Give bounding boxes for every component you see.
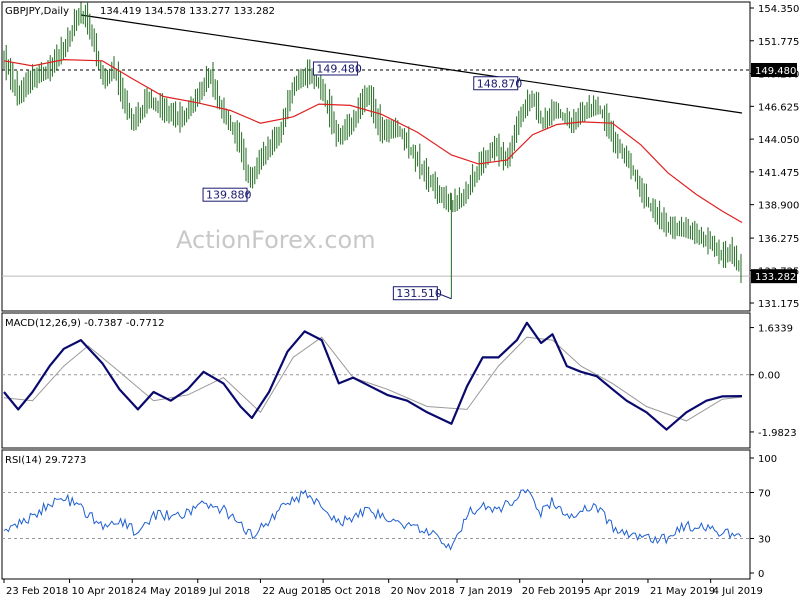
x-tick-label: 4 Jul 2019 bbox=[713, 586, 763, 597]
rsi-panel: 100 70 30 0 RSI(14) 29.7273 bbox=[1, 449, 777, 580]
annotation-leader bbox=[437, 292, 452, 300]
x-tick-label: 23 Feb 2018 bbox=[6, 586, 68, 597]
x-tick-label: 5 Apr 2019 bbox=[584, 586, 639, 597]
x-tick-label: 9 Jul 2018 bbox=[200, 586, 250, 597]
price-tick-label: 146.625 bbox=[758, 102, 799, 113]
annotation-box bbox=[473, 76, 519, 91]
rsi-label: RSI(14) 29.7273 bbox=[5, 455, 86, 466]
annotation-label: 139.880 bbox=[206, 189, 252, 202]
rsi-tick-label: 70 bbox=[758, 489, 771, 500]
x-tick-label: 7 Jan 2019 bbox=[459, 586, 513, 597]
annotation-label: 149.480 bbox=[316, 62, 362, 75]
macd-signal-line bbox=[3, 336, 743, 422]
price-bars bbox=[3, 1, 742, 299]
annotation-box bbox=[392, 286, 438, 301]
price-tick-label: 141.475 bbox=[758, 168, 799, 179]
watermark: ActionForex.com bbox=[176, 226, 376, 254]
resistance-price-label: 149.480 bbox=[755, 66, 796, 77]
x-tick-label: 20 Feb 2019 bbox=[522, 586, 584, 597]
price-panel: ActionForex.com154.350151.775149.200146.… bbox=[1, 1, 799, 312]
macd-frame bbox=[1, 312, 751, 449]
rsi-tick-label: 0 bbox=[758, 569, 764, 580]
x-tick-label: 10 Apr 2018 bbox=[72, 586, 134, 597]
current-price-label: 133.282 bbox=[755, 272, 796, 283]
resistance-price-box bbox=[751, 62, 797, 77]
x-axis: 23 Feb 2018 10 Apr 2018 24 May 2018 9 Jul 2… bbox=[3, 579, 763, 597]
price-tick-label: 154.350 bbox=[758, 4, 799, 15]
price-tick-label: 136.275 bbox=[758, 234, 799, 245]
annotation-box bbox=[312, 61, 358, 76]
price-tick-label: 151.775 bbox=[758, 37, 799, 48]
annotation-label: 148.870 bbox=[477, 77, 523, 90]
current-price-box bbox=[751, 269, 797, 284]
rsi-line bbox=[3, 488, 742, 551]
macd-tick-label: 0.00 bbox=[758, 371, 780, 382]
macd-tick-label: -1.9823 bbox=[758, 428, 797, 439]
rsi-frame bbox=[1, 449, 751, 580]
price-tick-label: 138.900 bbox=[758, 201, 799, 212]
annotation-label: 131.510 bbox=[396, 287, 442, 300]
x-tick-label: 5 Oct 2018 bbox=[325, 586, 380, 597]
main-frame bbox=[1, 1, 751, 312]
macd-line bbox=[3, 321, 743, 431]
x-tick-label: 22 Aug 2018 bbox=[262, 586, 326, 597]
ohlc-readout: 134.419 134.578 133.277 133.282 bbox=[100, 6, 275, 17]
rsi-tick-label: 100 bbox=[758, 454, 777, 465]
moving-average-line bbox=[3, 58, 743, 224]
annotation-box bbox=[202, 187, 248, 202]
x-tick-label: 21 May 2019 bbox=[650, 586, 715, 597]
price-tick-label: 131.175 bbox=[758, 299, 799, 310]
x-tick-label: 20 Nov 2018 bbox=[391, 586, 455, 597]
macd-tick-label: 1.6339 bbox=[758, 324, 793, 335]
macd-panel: 1.6339 0.00 -1.9823 MACD(12,26,9) -0.7387 -… bbox=[1, 312, 797, 449]
macd-label: MACD(12,26,9) -0.7387 -0.7712 bbox=[5, 318, 165, 329]
price-tick-label: 144.050 bbox=[758, 135, 799, 146]
rsi-tick-label: 30 bbox=[758, 535, 771, 546]
chart-title: GBPJPY,Daily bbox=[5, 6, 69, 17]
x-tick-label: 24 May 2018 bbox=[134, 586, 199, 597]
downtrend-line bbox=[80, 14, 743, 114]
